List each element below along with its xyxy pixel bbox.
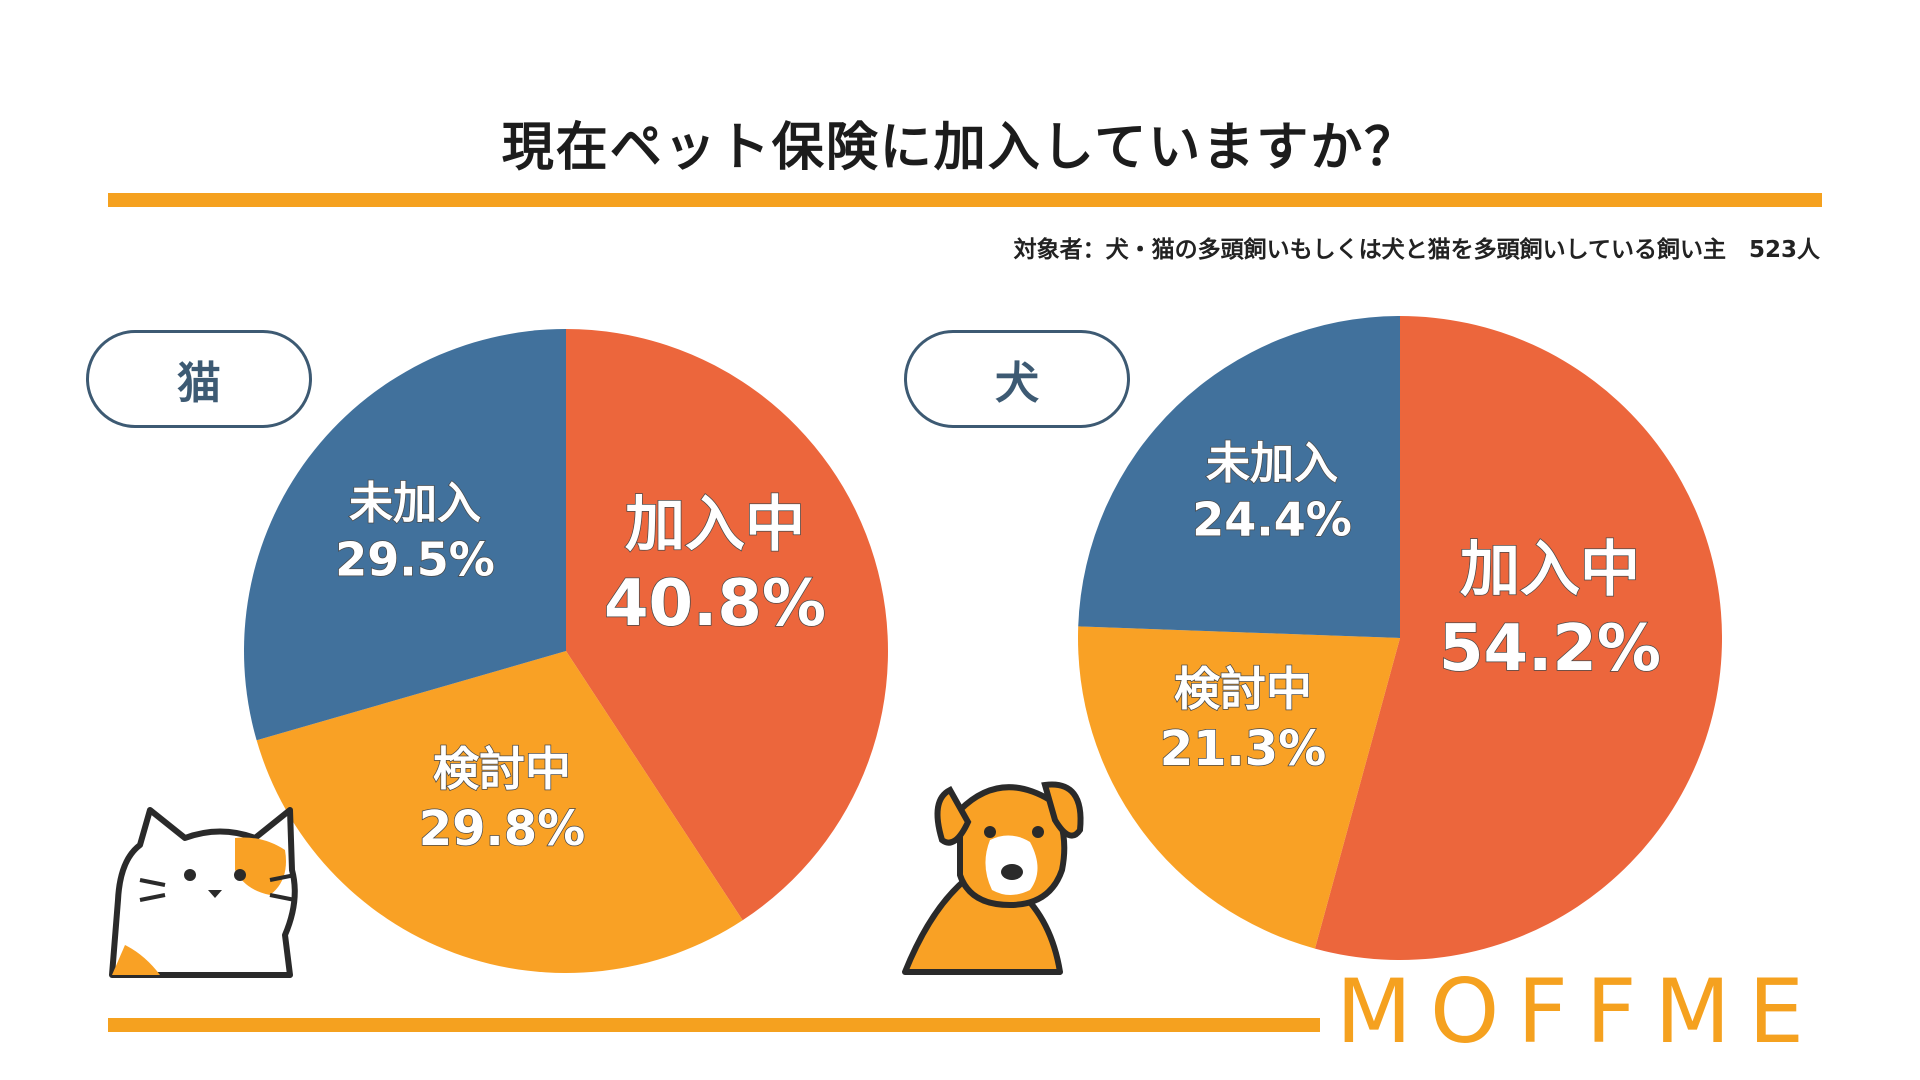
cat-slice-0-value: 40.8% [604,567,826,641]
moffme-logo: MOFFME [1336,960,1822,1063]
cat-slice-2-label: 未加入 [349,478,481,529]
cat-illustration-icon [112,810,295,975]
dog-slice-1-label: 検討中 [1174,662,1312,716]
dog-slice-2-value: 24.4% [1192,493,1352,547]
pie-charts: 加入中40.8%検討中29.8%未加入29.5% 加入中54.2%検討中21.3… [0,0,1920,1080]
cat-slice-1-label: 検討中 [433,742,571,796]
cat-slice-0-label: 加入中 [625,490,805,560]
dog-slice-2-label: 未加入 [1206,438,1338,489]
cat-slice-1-value: 29.8% [419,801,586,857]
bottom-divider [108,1018,1320,1032]
cat-slice-2-value: 29.5% [335,533,495,587]
dog-slice-0-label: 加入中 [1460,535,1640,605]
dog-slice-0-value: 54.2% [1439,612,1661,686]
dog-slice-1-value: 21.3% [1160,721,1327,777]
dog-illustration-icon [905,785,1081,972]
